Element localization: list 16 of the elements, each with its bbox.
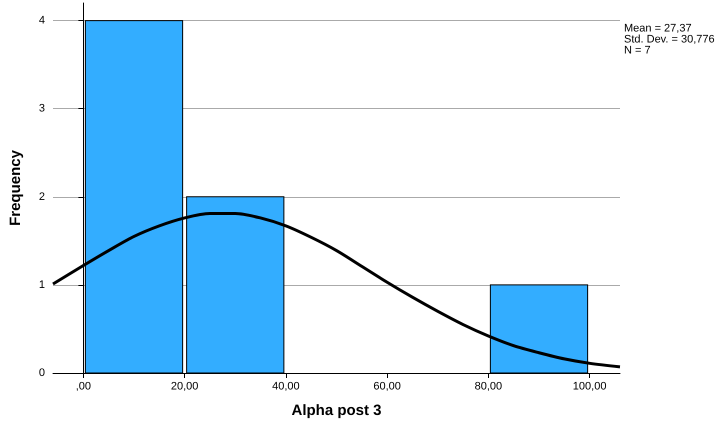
y-tick-label: 4 <box>38 14 45 27</box>
x-tick-label: 60,00 <box>373 380 401 392</box>
x-tick-label: 20,00 <box>170 380 198 392</box>
x-tick-label: 40,00 <box>272 380 300 392</box>
y-tick-label: 0 <box>38 367 45 379</box>
text: N = 7 <box>624 44 651 56</box>
y-tick-label: 3 <box>38 102 45 115</box>
text: Std. Dev. = 30,776 <box>624 34 715 46</box>
x-tick-label: ,00 <box>76 380 92 392</box>
y-tick-label: 1 <box>38 278 45 291</box>
x-tick-label: 80,00 <box>474 380 502 392</box>
x-tick-label: 100,00 <box>572 380 606 392</box>
y-tick-label: 2 <box>38 190 45 203</box>
y-axis-title: Frequency <box>7 149 24 226</box>
x-axis-title: Alpha post 3 <box>291 402 382 419</box>
text: Mean = 27,37 <box>624 22 692 34</box>
